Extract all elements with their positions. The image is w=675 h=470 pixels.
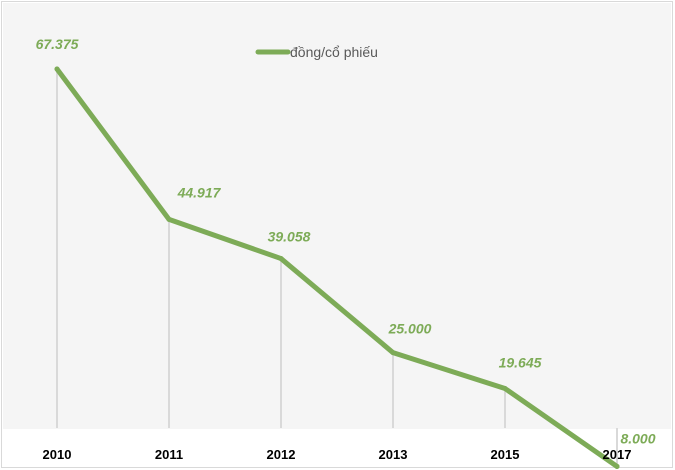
x-tick-label-2015: 2015 <box>491 447 520 462</box>
x-tick-label-2010: 2010 <box>43 447 72 462</box>
x-tick-label-2013: 2013 <box>379 447 408 462</box>
plot-background <box>3 3 671 429</box>
x-tick-label-2017: 2017 <box>603 447 632 462</box>
data-point-2011 <box>166 216 172 222</box>
data-label-2012: 39.058 <box>268 229 311 245</box>
data-label-2010: 67.375 <box>36 36 79 52</box>
data-label-2017: 8.000 <box>620 430 655 446</box>
data-label-2013: 25.000 <box>388 321 432 337</box>
data-label-2011: 44.917 <box>177 184 222 200</box>
drop-lines <box>56 69 618 467</box>
data-label-2015: 19.645 <box>499 354 542 370</box>
data-point-2012 <box>278 256 284 262</box>
data-point-2010 <box>54 66 60 72</box>
data-point-2015 <box>502 385 508 391</box>
data-point-2017 <box>614 463 620 469</box>
data-point-2013 <box>390 350 396 356</box>
legend: đồng/cổ phiếu <box>255 44 378 60</box>
data-label-group: 67.375 44.917 39.058 25.000 19.645 8.000 <box>36 36 656 446</box>
x-tick-label-2011: 2011 <box>155 447 183 462</box>
x-tick-label-2012: 2012 <box>267 447 296 462</box>
series-group <box>54 66 620 469</box>
legend-label: đồng/cổ phiếu <box>290 44 378 60</box>
x-tick-group: 2010 2011 2012 2013 2015 2017 <box>43 447 632 462</box>
series-line <box>54 66 620 469</box>
